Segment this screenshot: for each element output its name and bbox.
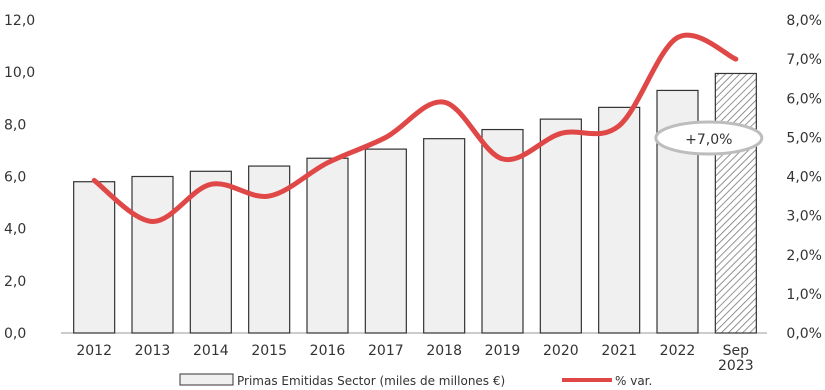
- x-tick-label: Sep 2023: [718, 343, 754, 374]
- x-tick-label: 2013: [135, 343, 171, 359]
- y-right-tick-label: 5,0%: [786, 130, 822, 146]
- bar-2013: [131, 175, 174, 334]
- y-left-tick-label: 2,0: [4, 274, 26, 290]
- annotation-label: +7,0%: [685, 132, 732, 148]
- x-tick-label: 2022: [660, 343, 696, 359]
- bar-2014: [189, 170, 232, 334]
- x-tick-label: 2020: [543, 343, 579, 359]
- line-series: [91, 32, 739, 224]
- annotation: +7,0%: [654, 120, 764, 156]
- legend-bar-swatch: [179, 373, 234, 386]
- bar-2021: [598, 106, 641, 334]
- bar-2016: [306, 157, 349, 334]
- y-left-tick-label: 10,0: [4, 65, 35, 81]
- y-right-tick-label: 3,0%: [786, 209, 822, 225]
- x-tick-label: 2016: [310, 343, 346, 359]
- pct-var-line: [91, 32, 739, 224]
- x-tick-label: 2021: [601, 343, 637, 359]
- y-left-tick-label: 0,0: [4, 326, 26, 342]
- annotation-bubble: [654, 120, 764, 156]
- x-tick-label: 2014: [193, 343, 229, 359]
- bars: [73, 72, 757, 334]
- axes: 0,0 2,0 4,0 6,0 8,0 10,0 12,0 0,0% 1,0% 2,0% 3,0% 4…: [4, 13, 822, 374]
- x-tick-label: 2018: [426, 343, 462, 359]
- y-right-tick-label: 1,0%: [786, 287, 822, 303]
- bar-2019: [481, 128, 524, 334]
- x-tick-label: 2019: [485, 343, 521, 359]
- x-tick-label: 2015: [251, 343, 287, 359]
- bar-2020: [539, 118, 582, 334]
- y-left-tick-label: 12,0: [4, 13, 35, 29]
- y-left-tick-label: 8,0: [4, 117, 26, 133]
- bar-2012: [73, 181, 116, 334]
- y-left-tick-label: 4,0: [4, 222, 26, 238]
- y-right-tick-label: 7,0%: [786, 52, 822, 68]
- legend-line-label: % var.: [615, 374, 652, 388]
- x-tick-label: 2017: [368, 343, 404, 359]
- bar-2017: [364, 148, 407, 334]
- bar-sep-2023: [714, 72, 757, 334]
- y-right-tick-label: 2,0%: [786, 248, 822, 264]
- y-right-tick-label: 0,0%: [786, 326, 822, 342]
- y-right-tick-label: 6,0%: [786, 91, 822, 107]
- bar-2018: [423, 138, 466, 334]
- legend: Primas Emitidas Sector (miles de millone…: [179, 373, 652, 388]
- legend-bar-label: Primas Emitidas Sector (miles de millone…: [237, 374, 505, 388]
- x-tick-label: 2012: [76, 343, 112, 359]
- y-left-tick-label: 6,0: [4, 170, 26, 186]
- y-right-tick-label: 8,0%: [786, 13, 822, 29]
- y-right-tick-label: 4,0%: [786, 170, 822, 186]
